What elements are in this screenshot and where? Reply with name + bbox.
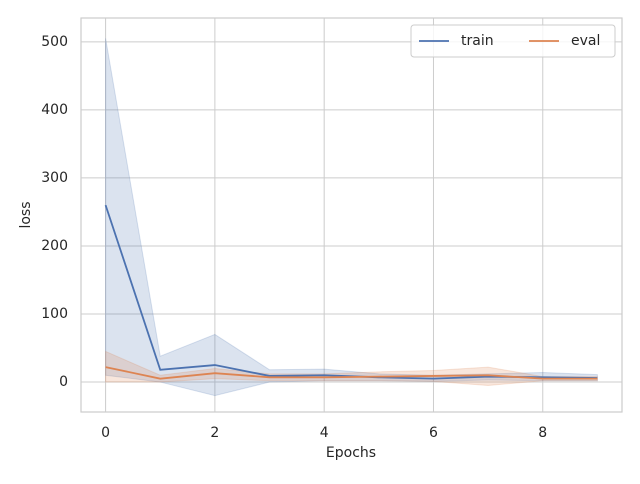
y-tick-label: 200 <box>41 238 68 254</box>
plot-frame <box>80 17 623 413</box>
y-tick-label: 300 <box>41 170 68 186</box>
y-tick-label: 0 <box>59 374 68 390</box>
legend-label: train <box>461 33 494 49</box>
y-tick-label: 500 <box>41 34 68 50</box>
x-tick-label: 8 <box>538 425 547 441</box>
x-tick-label: 2 <box>210 425 219 441</box>
legend-box <box>410 24 616 58</box>
legend-label: eval <box>571 33 600 49</box>
x-tick-label: 6 <box>429 425 438 441</box>
line <box>105 366 598 380</box>
y-axis-label: loss <box>18 201 34 228</box>
confidence-band <box>105 38 598 397</box>
y-tick-label: 400 <box>41 102 68 118</box>
y-tick-label: 100 <box>41 306 68 322</box>
x-axis-label: Epochs <box>326 445 376 461</box>
x-tick-label: 4 <box>320 425 329 441</box>
x-tick-label: 0 <box>101 425 110 441</box>
